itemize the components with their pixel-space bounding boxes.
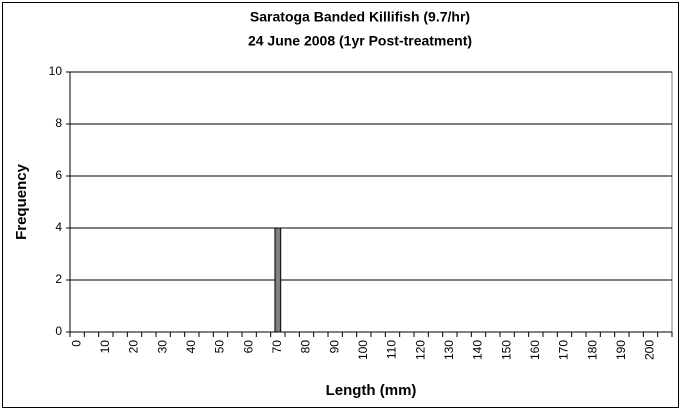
- x-tick-label: 140: [471, 340, 485, 360]
- x-tick-label: 20: [127, 340, 141, 354]
- y-axis-title: Frequency: [13, 163, 30, 240]
- x-tick-label: 100: [356, 340, 370, 360]
- x-tick-label: 190: [614, 340, 628, 360]
- x-tick-label: 80: [299, 340, 313, 354]
- x-tick-label: 160: [528, 340, 542, 360]
- y-tick-label: 0: [55, 324, 62, 338]
- x-axis-title: Length (mm): [326, 382, 417, 399]
- x-tick-label: 90: [327, 340, 341, 354]
- chart-subtitle: 24 June 2008 (1yr Post-treatment): [248, 33, 472, 49]
- x-tick-label: 180: [585, 340, 599, 360]
- x-tick-label: 70: [270, 340, 284, 354]
- x-tick-label: 150: [499, 340, 513, 360]
- y-tick-label: 4: [55, 220, 62, 234]
- x-tick-label: 40: [184, 340, 198, 354]
- x-tick-label: 50: [213, 340, 227, 354]
- x-tick-label: 110: [385, 340, 399, 359]
- chart-title: Saratoga Banded Killifish (9.7/hr): [250, 9, 470, 25]
- y-tick-label: 8: [55, 116, 62, 130]
- y-tick-label: 6: [55, 168, 62, 182]
- x-tick-label: 170: [557, 340, 571, 360]
- x-tick-label: 120: [413, 340, 427, 360]
- y-tick-label: 10: [49, 64, 63, 78]
- x-tick-label: 0: [69, 340, 83, 347]
- x-tick-label: 30: [155, 340, 169, 354]
- x-tick-label: 200: [643, 340, 657, 360]
- bar: [274, 227, 282, 333]
- x-tick-label: 10: [98, 340, 112, 354]
- y-tick-label: 2: [55, 272, 62, 286]
- x-tick-label: 60: [241, 340, 255, 354]
- x-tick-label: 130: [442, 340, 456, 360]
